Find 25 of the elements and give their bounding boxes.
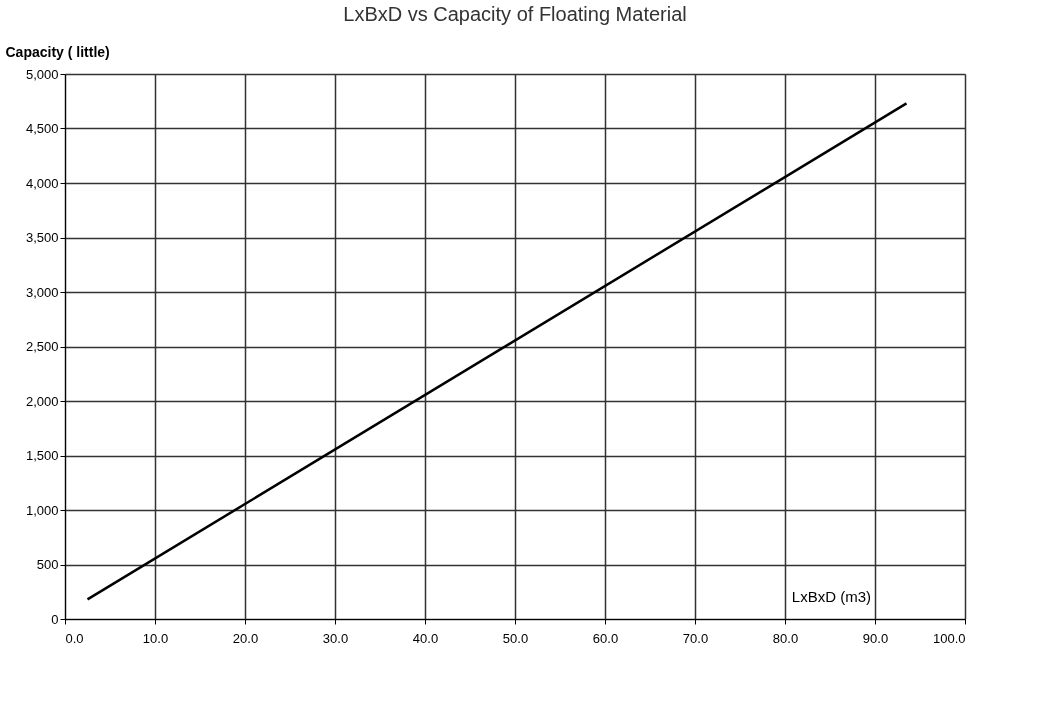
x-axis-title: LxBxD (m3) xyxy=(791,587,871,605)
y-axis-title: Capacity ( little) xyxy=(5,43,110,60)
x-tick-label: 30.0 xyxy=(322,630,349,646)
x-tick-label: 70.0 xyxy=(682,630,709,646)
chart-title: LxBxD vs Capacity of Floating Material xyxy=(343,3,687,25)
y-tick-label: 2,000 xyxy=(25,393,59,409)
y-tick-label: 3,000 xyxy=(25,284,59,300)
y-tick-label: 3,500 xyxy=(25,230,59,245)
y-tick-label: 1,000 xyxy=(25,502,59,518)
x-tick-label: 40.0 xyxy=(412,630,439,646)
y-tick-label: 5,000 xyxy=(25,66,59,82)
x-tick-label: 90.0 xyxy=(862,630,889,646)
x-tick-label: 50.0 xyxy=(502,630,529,646)
y-tick-label: 0 xyxy=(51,611,59,627)
x-tick-label: 0.0 xyxy=(65,630,84,646)
x-tick-label: 60.0 xyxy=(592,630,619,646)
x-tick-label: 20.0 xyxy=(232,630,259,646)
x-tick-label: 100.0 xyxy=(932,630,966,646)
y-tick-label: 500 xyxy=(36,557,59,572)
x-tick-label: 80.0 xyxy=(772,630,799,646)
y-tick-label: 4,000 xyxy=(25,175,59,191)
y-tick-label: 2,500 xyxy=(25,339,59,354)
x-tick-label: 10.0 xyxy=(142,630,169,646)
y-tick-label: 1,500 xyxy=(25,448,59,463)
y-tick-label: 4,500 xyxy=(25,121,59,136)
